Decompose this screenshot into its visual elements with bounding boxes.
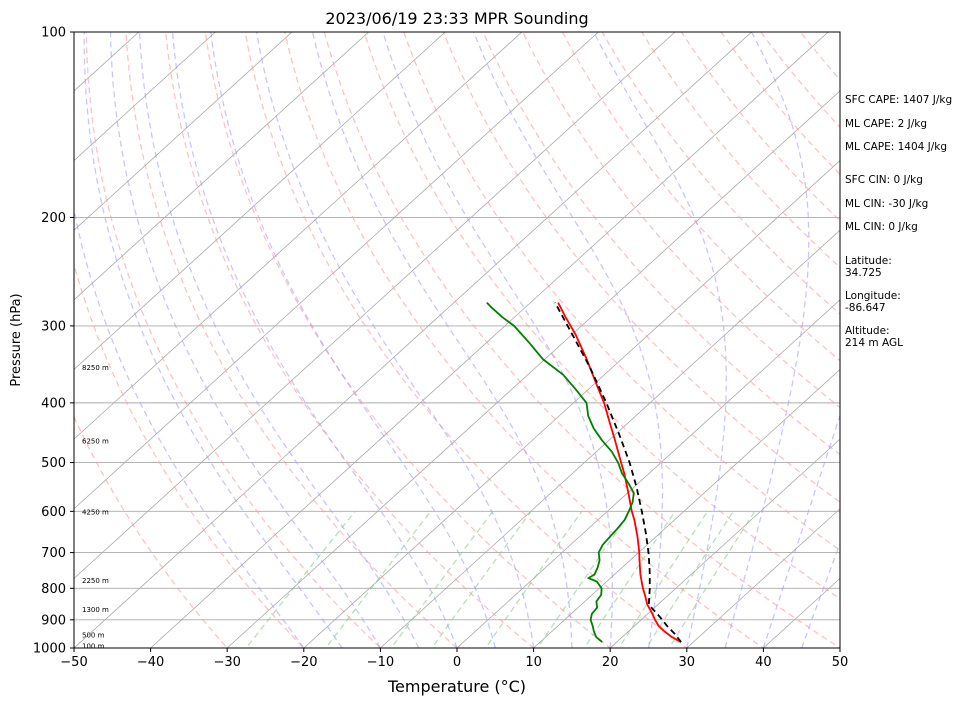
height-label: 6250 m: [82, 437, 109, 445]
ml-cin-label: ML CIN: -30 J/kg: [845, 198, 929, 210]
y-tick-label: 700: [41, 546, 66, 561]
isotherm--80: [74, 32, 523, 440]
moist-adiabat-15: [311, 32, 573, 648]
dry-adiabat-40: [284, 32, 765, 648]
moist-adiabat--10: [109, 32, 381, 648]
y-tick-label: 500: [41, 456, 66, 471]
isotherm--90: [74, 32, 446, 371]
isotherm--30: [226, 90, 840, 648]
height-label: 8250 m: [82, 364, 109, 372]
moist-adiabat-35: [724, 32, 810, 648]
sfc-cape-label: SFC CAPE: 1407 J/kg: [845, 94, 953, 106]
moist-adiabat-25: [472, 32, 664, 648]
y-tick-label: 900: [41, 613, 66, 628]
height-label: 2250 m: [82, 577, 109, 585]
isotherm--40: [150, 32, 829, 648]
latitude-label: Latitude: 34.725: [845, 255, 892, 279]
isotherm--150: [0, 18, 1, 661]
sfc-cin-label: SFC CIN: 0 J/kg: [845, 174, 923, 186]
isotherm-0: [456, 299, 840, 648]
dry-adiabat-110: [561, 32, 840, 362]
x-tick-label: −50: [60, 655, 87, 670]
height-label: 500 m: [82, 631, 105, 639]
isotherm-20: [609, 438, 840, 648]
y-tick-label: 600: [41, 505, 66, 520]
x-tick-label: 30: [679, 655, 696, 670]
mixing-ratio-0.4: [245, 510, 356, 648]
moist-adiabat-40: [762, 413, 840, 648]
dry-adiabat-70: [403, 32, 840, 551]
isotherm--10: [379, 229, 840, 648]
moist-adiabat--5: [138, 32, 420, 648]
mixing-ratio-24: [668, 510, 756, 648]
y-tick-label: 200: [41, 211, 66, 226]
x-tick-label: 20: [602, 655, 619, 670]
dry-adiabat--30: [74, 415, 229, 648]
dry-adiabat-120: [601, 32, 840, 315]
dry-adiabat--20: [74, 262, 305, 648]
moist-adiabat-5: [210, 32, 496, 648]
parcel-profile-line: [554, 302, 682, 643]
y-tick-label: 300: [41, 319, 66, 334]
y-tick-label: 800: [41, 582, 66, 597]
ml-cape-label-2: ML CAPE: 1404 J/kg: [845, 141, 948, 153]
mixing-ratio-3: [431, 510, 532, 648]
dry-adiabat-200: [907, 18, 967, 661]
isotherm--60: [74, 32, 676, 579]
x-tick-label: 10: [525, 655, 542, 670]
moist-adiabat-10: [255, 32, 535, 648]
mixing-ratio-12: [583, 510, 676, 648]
moist-adiabat--15: [83, 32, 343, 648]
x-tick-label: −10: [367, 655, 394, 670]
x-tick-label: −30: [213, 655, 240, 670]
x-tick-label: 0: [453, 655, 461, 670]
height-label: 4250 m: [82, 508, 109, 516]
y-tick-label: 1000: [33, 642, 66, 657]
mixing-ratio-5: [484, 510, 583, 648]
dewpoint-profile-line: [486, 301, 635, 643]
x-tick-label: 50: [832, 655, 849, 670]
dry-adiabat-0: [125, 32, 458, 648]
longitude-label: Longitude: -86.647: [845, 290, 901, 314]
dry-adiabat-80: [442, 32, 840, 503]
dry-adiabat-50: [323, 32, 840, 648]
isotherm-30: [686, 508, 840, 648]
dry-adiabat-20: [204, 32, 612, 648]
altitude-label: Altitude: 214 m AGL: [845, 325, 903, 349]
mixing-ratio-16: [618, 510, 709, 648]
ml-cape-label: ML CAPE: 2 J/kg: [845, 118, 928, 130]
moist-adiabat-30: [593, 32, 727, 648]
x-tick-label: 40: [755, 655, 772, 670]
isotherm--110: [74, 32, 293, 231]
y-axis-label: Pressure (hPa): [9, 293, 24, 386]
mixing-ratio-8: [536, 510, 632, 648]
mixing-ratio-20: [645, 510, 734, 648]
temperature-profile-line: [557, 302, 682, 643]
isotherm--50: [74, 32, 753, 648]
ml-cin-label-2: ML CIN: 0 J/kg: [845, 221, 918, 233]
isotherm--70: [74, 32, 600, 510]
y-tick-label: 100: [41, 26, 66, 41]
dry-adiabat-100: [522, 32, 840, 409]
isotherm--100: [74, 32, 370, 301]
mixing-ratio-2: [390, 510, 494, 648]
x-axis-label: Temperature (°C): [387, 677, 526, 696]
y-tick-label: 400: [41, 396, 66, 411]
chart-title: 2023/06/19 23:33 MPR Sounding: [325, 9, 588, 28]
isotherm--20: [303, 160, 840, 648]
moist-adiabat-0: [171, 32, 458, 648]
moist-adiabat--20: [74, 206, 305, 648]
mixing-ratio-1: [324, 510, 432, 648]
height-label: 1300 m: [82, 606, 109, 614]
x-tick-label: −20: [290, 655, 317, 670]
isotherm--120: [74, 32, 217, 162]
height-label: 100 m: [82, 642, 105, 650]
dry-adiabat-60: [363, 32, 840, 600]
x-tick-label: −40: [137, 655, 164, 670]
moist-adiabat-20: [382, 32, 613, 648]
dry-adiabat-30: [244, 32, 688, 648]
